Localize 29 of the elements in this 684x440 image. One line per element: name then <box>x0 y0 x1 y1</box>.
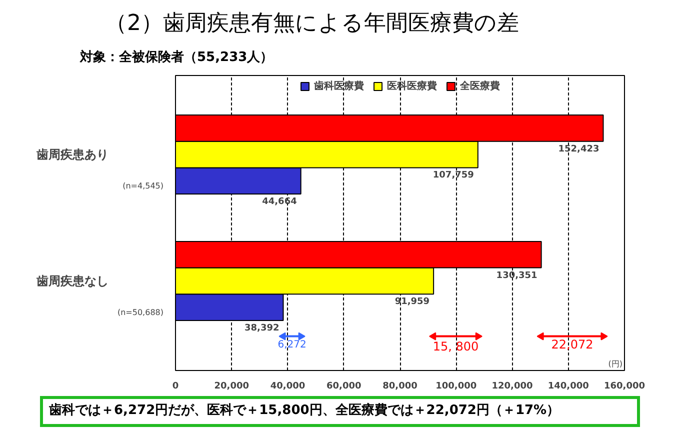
y-tick-label: 歯周疾患なし <box>36 274 108 288</box>
data-label: 44,664 <box>262 197 297 208</box>
annotation: 6,272 <box>278 339 306 350</box>
data-label: 91,959 <box>394 297 430 308</box>
text: (n=4,545) <box>122 182 164 191</box>
x-tick-label: 160,000 <box>604 381 646 392</box>
x-tick-label: 140,000 <box>548 381 589 392</box>
x-tick-label: 80,000 <box>382 381 418 392</box>
data-label: 152,423 <box>558 144 600 154</box>
legend-label: 歯科医療費 <box>314 80 364 93</box>
chart-subtitle: 対象：全被保険者（55,233人） <box>80 49 274 68</box>
annotation: 15, 800 <box>432 339 479 354</box>
x-tick-label: 100,000 <box>436 381 477 392</box>
x-axis-title: (円) <box>608 359 623 368</box>
chart-title: （2）歯周疾患有無による年間医療費の差 <box>105 10 519 38</box>
annotation: 22,072 <box>551 337 594 352</box>
legend-label: 医科医療費 <box>387 80 437 93</box>
text: (n=50,688) <box>117 308 164 318</box>
data-label: 130,351 <box>496 270 538 281</box>
x-tick-label: 0 <box>172 381 179 392</box>
legend-label: 全医療費 <box>460 80 500 93</box>
data-label: 107,759 <box>432 170 474 181</box>
x-tick-label: 20,000 <box>214 381 249 392</box>
x-tick-label: 120,000 <box>492 381 533 392</box>
data-label: 38,392 <box>244 323 280 334</box>
x-tick-label: 40,000 <box>270 381 306 392</box>
text: 歯科では＋6,272円だが、医科で＋15,800円、全医療費では＋22,072円（＋17%） <box>49 402 560 420</box>
y-tick-label: 歯周疾患あり <box>36 148 108 162</box>
x-tick-label: 60,000 <box>326 381 362 392</box>
